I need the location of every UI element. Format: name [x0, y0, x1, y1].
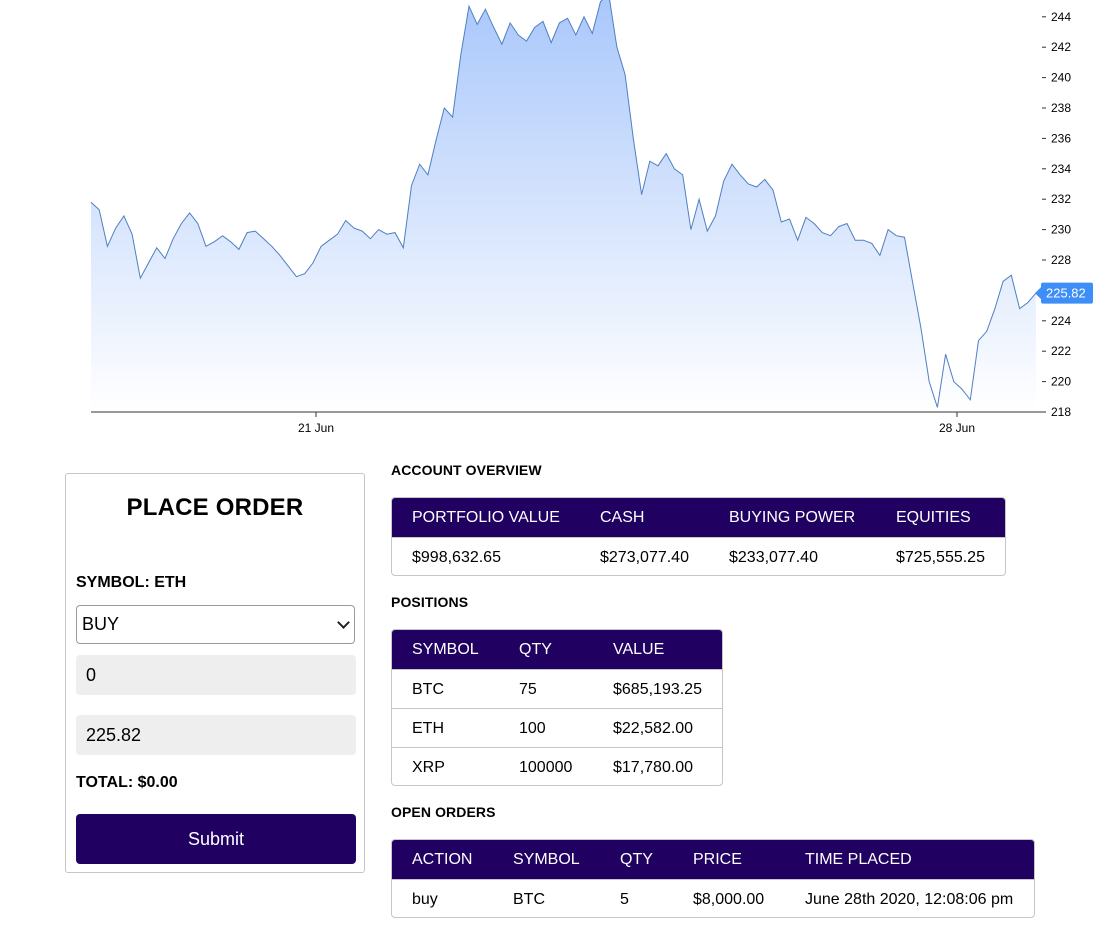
position-value: $685,193.25	[613, 681, 702, 698]
badge-box	[1041, 282, 1093, 304]
date-tick-label: 21 Jun	[298, 421, 334, 435]
price-tick-label: 236	[1051, 131, 1071, 145]
header-equities: EQUITIES	[896, 509, 971, 526]
price-tick-label: 238	[1051, 101, 1071, 115]
position-qty: 100	[519, 720, 546, 737]
position-symbol: BTC	[412, 681, 444, 698]
place-order-panel: PLACE ORDER SYMBOL: ETH BUY 0 225.82 TOT…	[65, 473, 365, 873]
header-buying-power: BUYING POWER	[729, 509, 856, 526]
table-header: ACTION SYMBOL QTY PRICE TIME PLACED	[392, 840, 1034, 879]
position-value: $22,582.00	[613, 720, 694, 737]
price-tick-label: 244	[1051, 10, 1071, 24]
account-overview-table: PORTFOLIO VALUE CASH BUYING POWER EQUITI…	[391, 497, 1006, 576]
table-header: PORTFOLIO VALUE CASH BUYING POWER EQUITI…	[392, 498, 1005, 537]
position-symbol: ETH	[412, 720, 444, 737]
table-row: BTC 75 $685,193.25	[392, 669, 722, 708]
order-side-value: BUY	[82, 614, 120, 634]
order-total: TOTAL: $0.00	[76, 774, 178, 791]
submit-button[interactable]: Submit	[76, 814, 356, 864]
price-tick-label: 228	[1051, 253, 1071, 267]
price-tick-label: 230	[1051, 223, 1071, 237]
date-tick-label: 28 Jun	[939, 421, 975, 435]
header-cash: CASH	[600, 509, 645, 526]
price-value: 225.82	[86, 724, 142, 745]
price-tick-label: 218	[1051, 405, 1071, 419]
symbol-label: SYMBOL: ETH	[76, 574, 187, 591]
position-qty: 75	[519, 681, 537, 698]
table-row: buy BTC 5 $8,000.00 June 28th 2020, 12:0…	[392, 879, 1034, 917]
price-line	[90, 0, 1037, 408]
chevron-down-icon	[337, 616, 350, 629]
order-symbol: BTC	[513, 891, 545, 908]
last-price-badge: 225.82	[1035, 282, 1093, 304]
open-orders-table: ACTION SYMBOL QTY PRICE TIME PLACED buy …	[391, 839, 1035, 918]
table-row: XRP 100000 $17,780.00	[392, 747, 722, 785]
price-area-fill	[91, 0, 1036, 412]
price-tick-label: 224	[1051, 314, 1071, 328]
place-order-title: PLACE ORDER	[126, 494, 304, 521]
price-tick-label: 222	[1051, 344, 1071, 358]
header-value: VALUE	[613, 641, 665, 658]
price-axis: 2442422402382362342322302282262242222202…	[1042, 10, 1071, 419]
account-overview-title: ACCOUNT OVERVIEW	[391, 462, 542, 478]
equities-value: $725,555.25	[896, 549, 985, 566]
price-tick-label: 242	[1051, 40, 1071, 54]
positions-title: POSITIONS	[391, 594, 469, 610]
order-action: buy	[412, 891, 438, 908]
price-chart: 2442422402382362342322302282262242222202…	[90, 0, 1093, 435]
header-qty: QTY	[519, 641, 552, 658]
header-symbol: SYMBOL	[412, 641, 479, 658]
last-price-value: 225.82	[1046, 286, 1086, 301]
position-symbol: XRP	[412, 759, 445, 776]
price-input[interactable]: 225.82	[76, 715, 356, 755]
portfolio-value: $998,632.65	[412, 549, 501, 566]
quantity-input[interactable]: 0	[76, 655, 356, 695]
position-qty: 100000	[519, 759, 573, 776]
order-side-select[interactable]: BUY	[76, 605, 355, 644]
position-value: $17,780.00	[613, 759, 694, 776]
header-time-placed: TIME PLACED	[805, 851, 912, 868]
header-symbol: SYMBOL	[513, 851, 580, 868]
quantity-value: 0	[86, 664, 97, 685]
price-tick-label: 220	[1051, 375, 1071, 389]
header-qty: QTY	[620, 851, 653, 868]
date-axis: 21 Jun 28 Jun	[298, 412, 975, 435]
order-price: $8,000.00	[693, 891, 765, 908]
table-row: ETH 100 $22,582.00	[392, 708, 722, 747]
buying-power-value: $233,077.40	[729, 549, 818, 566]
header-price: PRICE	[693, 851, 742, 868]
open-orders-title: OPEN ORDERS	[391, 804, 496, 820]
badge-pointer	[1035, 286, 1042, 301]
order-qty: 5	[620, 891, 629, 908]
order-time-placed: June 28th 2020, 12:08:06 pm	[805, 891, 1014, 908]
price-tick-label: 232	[1051, 192, 1071, 206]
price-tick-label: 234	[1051, 162, 1071, 176]
header-action: ACTION	[412, 851, 473, 868]
header-portfolio-value: PORTFOLIO VALUE	[412, 509, 560, 526]
cash-value: $273,077.40	[600, 549, 689, 566]
table-header: SYMBOL QTY VALUE	[392, 630, 722, 669]
table-row: $998,632.65 $273,077.40 $233,077.40 $725…	[392, 537, 1005, 575]
positions-table: SYMBOL QTY VALUE BTC 75 $685,193.25 ETH …	[391, 629, 723, 786]
price-tick-label: 240	[1051, 71, 1071, 85]
